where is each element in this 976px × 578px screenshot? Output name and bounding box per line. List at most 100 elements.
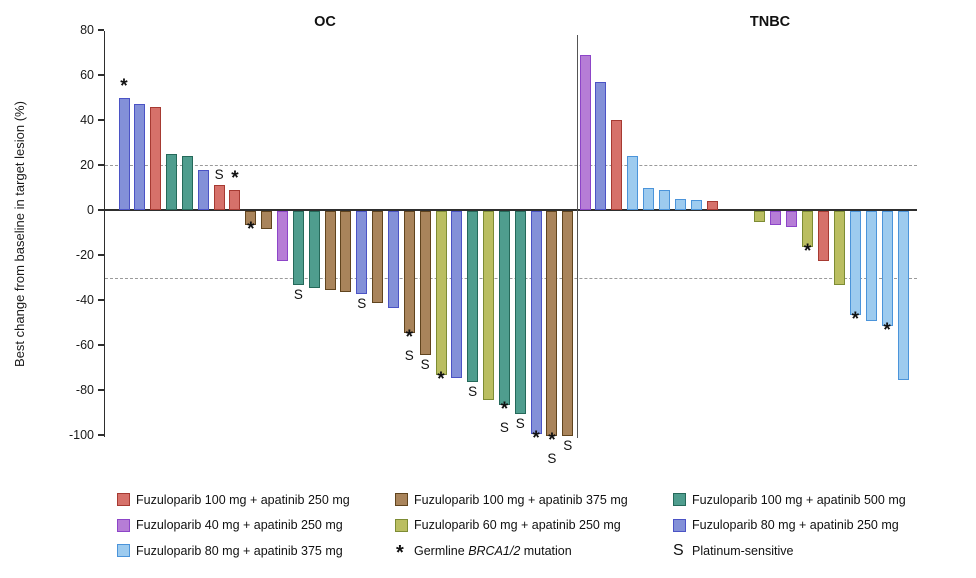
y-axis-tick (97, 299, 104, 301)
platinum-sensitive-marker: S (547, 451, 557, 466)
legend-swatch-red (117, 493, 130, 506)
brca-mutation-marker: * (851, 308, 859, 330)
bar (514, 211, 526, 414)
y-axis-tick (97, 119, 104, 121)
bar (277, 211, 288, 261)
bar (419, 211, 431, 355)
bar (483, 211, 495, 400)
bar (754, 211, 766, 223)
legend-swatch-brown (395, 493, 408, 506)
brca-mutation-marker: * (231, 167, 239, 189)
platinum-sensitive-marker: S (214, 167, 224, 183)
y-axis-tick-label: -20 (75, 247, 94, 262)
legend-label: Fuzuloparib 80 mg + apatinib 375 mg (136, 543, 343, 558)
y-axis-tick-label: -60 (75, 337, 94, 352)
bar (530, 211, 542, 434)
bar (897, 211, 909, 380)
platinum-sensitive-marker: S (357, 296, 367, 312)
bar (498, 211, 510, 405)
brca-mutation-marker: * (548, 430, 556, 451)
panel-title-tnbc: TNBC (749, 14, 791, 30)
legend-swatch-teal (673, 493, 686, 506)
platinum-sensitive-marker: S (420, 357, 430, 372)
bar (403, 211, 415, 333)
bar (340, 211, 352, 292)
y-axis-tick-label: 40 (80, 112, 94, 127)
bar (356, 211, 368, 295)
bar (770, 211, 782, 225)
y-axis-tick-label: -40 (75, 292, 94, 307)
legend-label: Fuzuloparib 60 mg + apatinib 250 mg (414, 518, 621, 532)
y-axis-tick-label: 20 (80, 157, 94, 172)
y-axis-tick (97, 29, 104, 31)
brca-marker-legend-symbol: * (396, 541, 404, 564)
bar (292, 211, 304, 286)
bar (387, 211, 399, 308)
bar (849, 211, 861, 315)
y-axis-tick (97, 164, 104, 166)
bar (802, 211, 814, 247)
y-axis-line (103, 31, 105, 437)
bar (435, 211, 447, 376)
brca-mutation-marker: * (405, 326, 413, 348)
bar (150, 106, 162, 210)
bar (611, 120, 623, 210)
legend-label: Fuzuloparib 40 mg + apatinib 250 mg (136, 518, 343, 532)
legend-label: Fuzuloparib 80 mg + apatinib 250 mg (692, 518, 899, 532)
legend-label: Fuzuloparib 100 mg + apatinib 250 mg (136, 492, 350, 507)
y-axis-tick (97, 344, 104, 346)
panel-separator-line (576, 35, 579, 438)
panel-title-oc: OC (314, 14, 336, 30)
bar (245, 211, 257, 225)
bar (467, 211, 479, 382)
bar (197, 169, 209, 210)
platinum-sensitive-marker: S (499, 419, 509, 435)
bar (181, 156, 193, 210)
bar (786, 211, 798, 227)
bar (213, 185, 225, 210)
y-axis-tick (97, 389, 104, 391)
bar (643, 187, 655, 210)
y-axis-tick-label: 80 (80, 22, 94, 37)
zero-line (105, 209, 917, 211)
bar (690, 199, 702, 210)
bar (324, 211, 336, 290)
brca-mutation-marker: * (883, 319, 891, 341)
y-axis-tick (97, 254, 104, 256)
bar (372, 211, 384, 304)
bar (881, 211, 893, 326)
platinum-sensitive-marker: S (515, 415, 525, 431)
platinum-sensitive-marker: S (563, 438, 573, 453)
bar (595, 81, 607, 210)
bar (261, 211, 273, 229)
legend-swatch-purple (117, 518, 130, 532)
y-axis-tick (97, 434, 104, 436)
y-axis-tick-label: -100 (68, 427, 94, 442)
y-axis-tick (97, 209, 104, 211)
brca-mutation-marker: * (532, 427, 540, 449)
platinum-sensitive-marker: S (468, 384, 478, 399)
y-axis-tick-label: 0 (87, 202, 94, 217)
reference-line (105, 277, 917, 279)
brca-mutation-marker: * (247, 218, 255, 240)
bar (865, 211, 877, 322)
bar (674, 198, 686, 210)
platinum-marker-legend-symbol: S (673, 541, 684, 559)
brca-mutation-marker: * (803, 241, 812, 262)
bar (833, 211, 845, 286)
bar (627, 156, 639, 210)
bar (118, 97, 130, 210)
y-axis-tick-label: 60 (80, 67, 94, 82)
bar (134, 104, 146, 210)
y-axis-tick-label: -80 (75, 382, 94, 397)
bar (229, 189, 241, 210)
legend-label: Fuzuloparib 100 mg + apatinib 500 mg (692, 492, 906, 507)
bar (166, 153, 178, 210)
platinum-sensitive-marker: S (293, 287, 303, 303)
bar (579, 54, 591, 210)
bar (546, 211, 558, 436)
bar (706, 201, 718, 210)
legend-swatch-blue (673, 518, 686, 532)
